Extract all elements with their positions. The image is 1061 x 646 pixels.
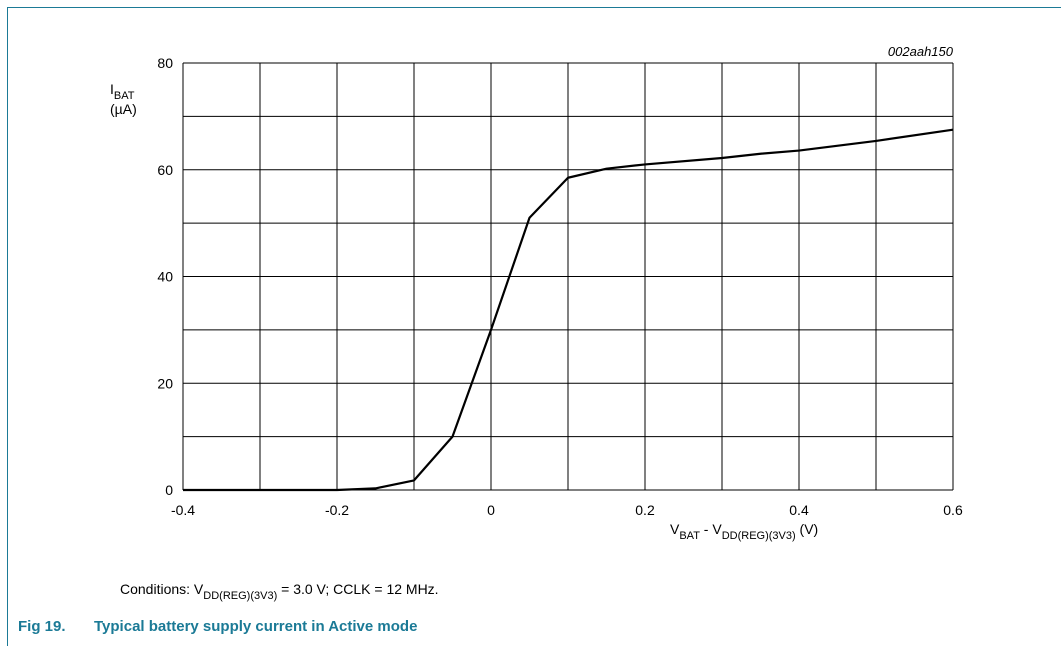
conditions: Conditions: VDD(REG)(3V3) = 3.0 V; CCLK … <box>120 581 439 602</box>
frame <box>7 7 1061 646</box>
x-tick-label: 0.6 <box>943 502 963 518</box>
data-line <box>183 128 954 492</box>
subscript: DD(REG)(3V3) <box>203 590 277 602</box>
text-part: V <box>670 521 680 537</box>
x-tick-label: -0.4 <box>171 502 195 518</box>
text-part: (V) <box>796 521 819 537</box>
figure-number: Fig 19. <box>18 618 66 635</box>
y-tick-label: 80 <box>157 55 173 71</box>
figure-title: Typical battery supply current in Active… <box>94 618 417 635</box>
y-label-main: I <box>110 81 114 97</box>
y-tick-label: 0 <box>165 482 173 498</box>
text-part: - V <box>700 521 722 537</box>
subscript: BAT <box>679 530 700 542</box>
y-axis-unit: (µA) <box>110 101 137 117</box>
x-tick-label: -0.2 <box>325 502 349 518</box>
subscript: DD(REG)(3V3) <box>722 530 796 542</box>
text-part: = 3.0 V; CCLK = 12 MHz. <box>277 581 438 597</box>
x-tick-label: 0 <box>487 502 495 518</box>
y-tick-label: 20 <box>157 375 173 391</box>
y-tick-label: 40 <box>157 269 173 285</box>
text-part: Conditions: V <box>120 581 204 597</box>
x-tick-label: 0.2 <box>635 502 655 518</box>
y-axis-label: IBAT <box>110 81 135 102</box>
x-axis-label: VBAT - VDD(REG)(3V3) (V) <box>670 521 818 542</box>
x-tick-label: 0.4 <box>789 502 809 518</box>
y-label-sub: BAT <box>114 90 135 102</box>
figure-code: 002aah150 <box>888 44 954 59</box>
y-tick-label: 60 <box>157 162 173 178</box>
